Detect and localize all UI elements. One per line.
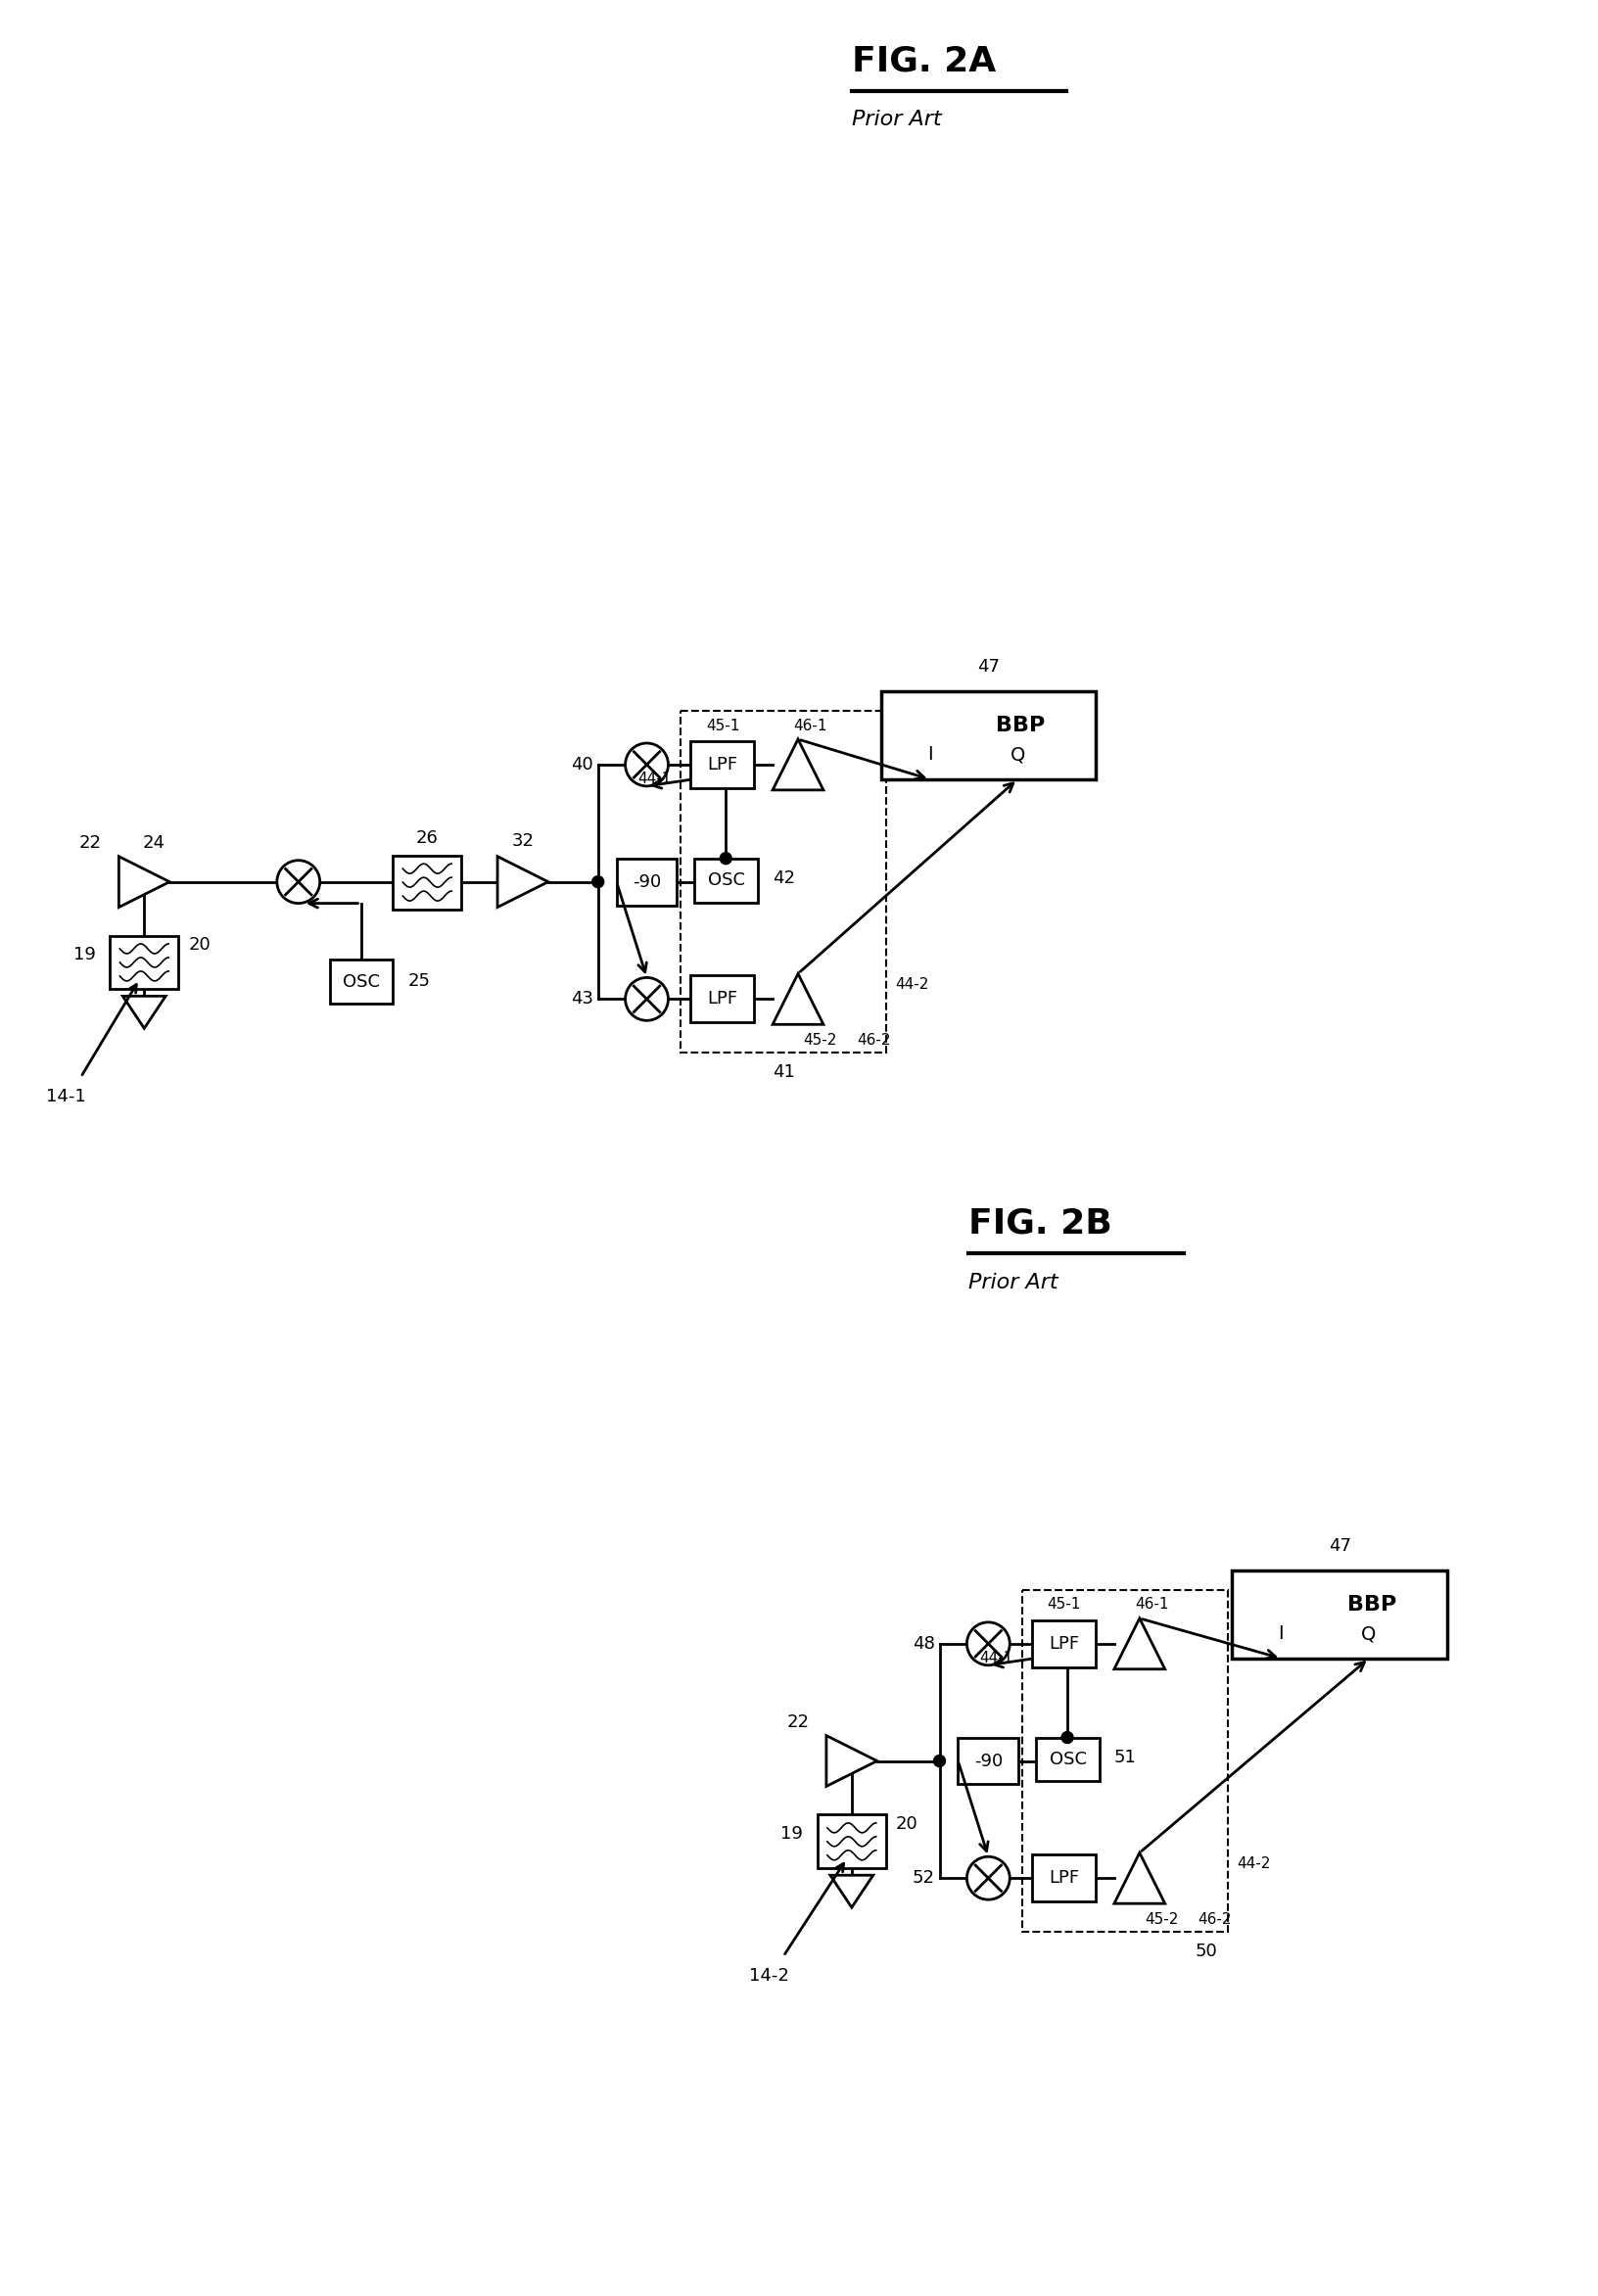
Polygon shape: [497, 856, 548, 907]
Text: 47: 47: [976, 659, 1000, 675]
Text: Prior Art: Prior Art: [968, 1272, 1058, 1293]
Text: 24: 24: [142, 833, 165, 852]
Text: 26: 26: [415, 829, 438, 847]
Text: OSC: OSC: [1050, 1750, 1087, 1768]
Text: I: I: [927, 746, 933, 765]
Bar: [1032, 1621, 1096, 1667]
Bar: [818, 1814, 885, 1869]
Text: 44-2: 44-2: [895, 978, 930, 992]
Polygon shape: [1114, 1619, 1165, 1669]
Text: LPF: LPF: [708, 990, 738, 1008]
Text: OSC: OSC: [708, 872, 745, 889]
Text: 43: 43: [570, 990, 593, 1008]
Text: 25: 25: [407, 974, 430, 990]
Text: 52: 52: [912, 1869, 935, 1887]
Text: 46-2: 46-2: [1198, 1913, 1232, 1926]
Text: 22: 22: [80, 833, 102, 852]
Text: 42: 42: [773, 870, 796, 886]
Bar: [110, 934, 179, 990]
Circle shape: [721, 852, 732, 863]
Polygon shape: [118, 856, 169, 907]
Text: 48: 48: [912, 1635, 935, 1653]
Bar: [880, 691, 1096, 778]
Text: 45-2: 45-2: [1144, 1913, 1178, 1926]
Text: 46-1: 46-1: [1135, 1598, 1168, 1612]
Polygon shape: [773, 974, 823, 1024]
Text: 19: 19: [74, 946, 96, 964]
Text: 44-1: 44-1: [980, 1651, 1013, 1665]
Text: 22: 22: [786, 1713, 809, 1731]
Bar: [393, 856, 462, 909]
Bar: [690, 976, 754, 1022]
Bar: [1032, 1855, 1096, 1901]
Text: 44-1: 44-1: [638, 771, 671, 788]
Text: 19: 19: [780, 1825, 802, 1844]
Bar: [690, 742, 754, 788]
Text: 32: 32: [511, 831, 534, 850]
Bar: [695, 859, 757, 902]
Circle shape: [933, 1754, 946, 1768]
Circle shape: [625, 978, 668, 1019]
Text: LPF: LPF: [708, 755, 738, 774]
Text: FIG. 2B: FIG. 2B: [968, 1208, 1112, 1240]
Text: 45-1: 45-1: [706, 719, 740, 732]
Polygon shape: [123, 996, 166, 1029]
Text: 20: 20: [189, 937, 211, 955]
Bar: [1023, 1591, 1227, 1931]
Text: 45-1: 45-1: [1047, 1598, 1080, 1612]
Polygon shape: [831, 1876, 873, 1908]
Circle shape: [593, 877, 604, 889]
Polygon shape: [1114, 1853, 1165, 1903]
Circle shape: [625, 744, 668, 785]
Text: 14-1: 14-1: [46, 1088, 86, 1107]
Text: 41: 41: [772, 1063, 794, 1081]
Text: 45-2: 45-2: [802, 1033, 837, 1047]
Text: 46-2: 46-2: [857, 1033, 890, 1047]
Text: Prior Art: Prior Art: [852, 110, 941, 131]
Text: OSC: OSC: [342, 974, 380, 992]
Text: 44-2: 44-2: [1237, 1855, 1270, 1871]
Text: -90: -90: [633, 872, 662, 891]
Circle shape: [967, 1857, 1010, 1899]
Text: I: I: [1278, 1626, 1283, 1644]
Bar: [617, 859, 678, 905]
Text: Q: Q: [1010, 746, 1024, 765]
Bar: [959, 1738, 1018, 1784]
Text: FIG. 2A: FIG. 2A: [852, 44, 996, 78]
Text: Q: Q: [1361, 1626, 1376, 1644]
Text: BBP: BBP: [996, 716, 1045, 735]
Text: 14-2: 14-2: [749, 1968, 789, 1984]
Polygon shape: [773, 739, 823, 790]
Text: 51: 51: [1114, 1747, 1136, 1766]
Bar: [329, 960, 393, 1003]
Text: LPF: LPF: [1048, 1869, 1079, 1887]
Text: 40: 40: [570, 755, 593, 774]
Polygon shape: [826, 1736, 877, 1786]
Bar: [1036, 1738, 1099, 1782]
Circle shape: [276, 861, 320, 902]
Text: 46-1: 46-1: [793, 719, 826, 732]
Bar: [1232, 1570, 1446, 1658]
Text: 47: 47: [1328, 1538, 1350, 1554]
Bar: [681, 712, 885, 1054]
Text: 20: 20: [895, 1816, 917, 1832]
Text: LPF: LPF: [1048, 1635, 1079, 1653]
Text: -90: -90: [975, 1752, 1002, 1770]
Text: 50: 50: [1195, 1942, 1218, 1961]
Circle shape: [1061, 1731, 1074, 1743]
Circle shape: [967, 1623, 1010, 1665]
Text: BBP: BBP: [1347, 1596, 1397, 1614]
